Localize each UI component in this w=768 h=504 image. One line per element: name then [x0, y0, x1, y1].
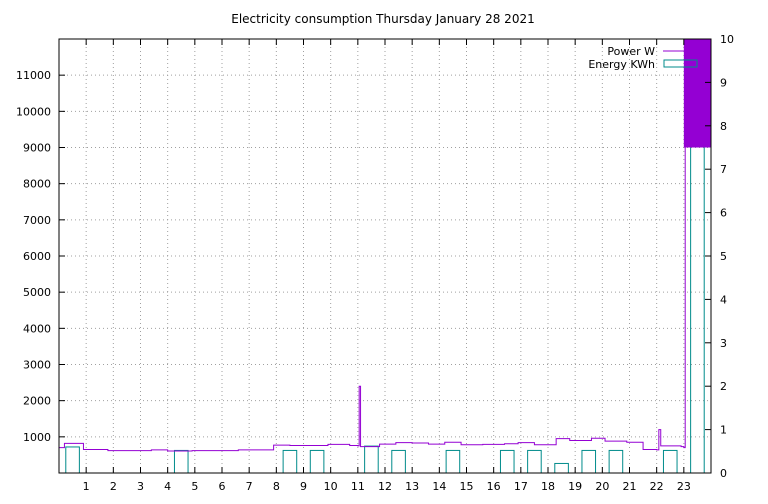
- x-tick-label: 2: [110, 480, 117, 493]
- energy-bar: [309, 449, 325, 474]
- x-tick-label: 12: [378, 480, 392, 493]
- y1-tick-label: 6000: [23, 250, 51, 263]
- energy-bar: [499, 449, 515, 474]
- x-tick-label: 22: [650, 480, 664, 493]
- y2-tick-label: 7: [720, 163, 727, 176]
- x-tick-label: 15: [460, 480, 474, 493]
- x-tick-label: 3: [137, 480, 144, 493]
- x-tick-label: 8: [273, 480, 280, 493]
- power-fill-area: [683, 39, 711, 148]
- power-line-group: [59, 39, 686, 452]
- y2-tick-label: 5: [720, 250, 727, 263]
- y1-tick-label: 10000: [16, 105, 51, 118]
- energy-bar: [554, 462, 569, 474]
- y1-tick-label: 2000: [23, 395, 51, 408]
- x-tick-label: 18: [541, 480, 555, 493]
- x-tick-label: 17: [514, 480, 528, 493]
- energy-bar: [608, 449, 624, 474]
- power-line: [59, 39, 686, 452]
- y1-tick-label: 11000: [16, 69, 51, 82]
- x-tick-label: 9: [300, 480, 307, 493]
- x-tick-label: 11: [351, 480, 365, 493]
- x-tick-label: 1: [83, 480, 90, 493]
- energy-bar: [445, 449, 461, 474]
- y2-tick-label: 0: [720, 467, 727, 480]
- y1-tick-label: 8000: [23, 178, 51, 191]
- x-tick-label: 23: [677, 480, 691, 493]
- x-tick-label: 10: [324, 480, 338, 493]
- energy-bar: [282, 449, 298, 474]
- x-tick-label: 7: [246, 480, 253, 493]
- energy-bar: [581, 449, 597, 474]
- x-tick-label: 5: [191, 480, 198, 493]
- power-filled-area: [683, 39, 711, 148]
- y1-tick-label: 3000: [23, 359, 51, 372]
- x-tick-label: 21: [623, 480, 637, 493]
- y2-tick-label: 3: [720, 337, 727, 350]
- legend: Power W Energy KWh: [588, 45, 698, 71]
- y1-tick-label: 4000: [23, 322, 51, 335]
- energy-bars: [65, 73, 705, 474]
- y2-tick-label: 9: [720, 76, 727, 89]
- y1-tick-label: 7000: [23, 214, 51, 227]
- y1-tick-label: 5000: [23, 286, 51, 299]
- y2-tick-label: 1: [720, 424, 727, 437]
- chart-title: Electricity consumption Thursday January…: [231, 12, 534, 26]
- x-tick-label: 19: [568, 480, 582, 493]
- energy-bar: [65, 446, 80, 474]
- energy-bar: [527, 449, 542, 474]
- x-tick-label: 4: [164, 480, 171, 493]
- x-tick-label: 13: [405, 480, 419, 493]
- grid: [59, 39, 711, 473]
- energy-bar: [364, 445, 379, 474]
- legend-energy-label: Energy KWh: [588, 58, 655, 71]
- y1-tick-label: 9000: [23, 142, 51, 155]
- energy-bar: [173, 449, 189, 474]
- y2-tick-label: 6: [720, 207, 727, 220]
- x-tick-label: 20: [595, 480, 609, 493]
- y2-tick-label: 2: [720, 380, 727, 393]
- y2-tick-label: 4: [720, 293, 727, 306]
- axes: 1 2 3 4 5 6 7 8 9 10 11 12 13 14 15 16 17 18 19 20 21 22 23100…: [16, 33, 734, 493]
- energy-bar: [391, 449, 406, 474]
- x-tick-label: 14: [432, 480, 446, 493]
- legend-power-label: Power W: [607, 45, 655, 58]
- y2-tick-label: 10: [720, 33, 734, 46]
- legend-energy-swatch: [663, 59, 698, 68]
- energy-bar: [662, 449, 678, 474]
- x-tick-label: 6: [219, 480, 226, 493]
- y1-tick-label: 1000: [23, 431, 51, 444]
- x-tick-label: 16: [487, 480, 501, 493]
- y2-tick-label: 8: [720, 120, 727, 133]
